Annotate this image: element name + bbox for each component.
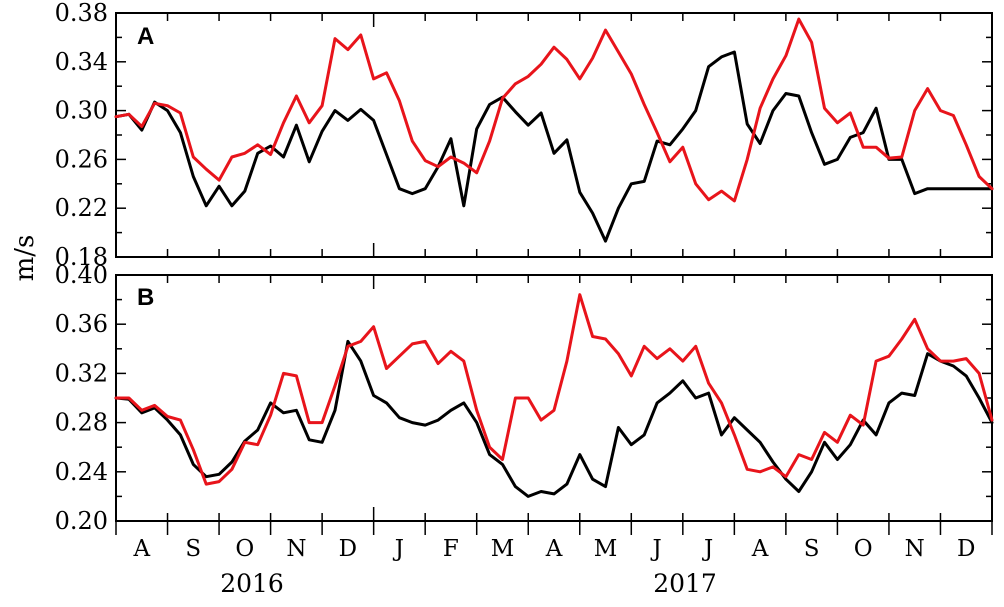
panel-a-ticks — [115, 12, 993, 258]
black-series-line-panel-b — [114, 339, 994, 498]
month-label: N — [905, 536, 925, 562]
panel-a-label: A — [137, 23, 154, 50]
month-label: F — [443, 536, 459, 562]
year-label-2017: 2017 — [653, 569, 717, 598]
y-tick-label: 0.20 — [55, 507, 108, 535]
month-label: D — [957, 536, 975, 562]
month-label: J — [650, 536, 661, 562]
month-label: O — [854, 536, 873, 562]
panel-b-label: B — [137, 284, 154, 311]
y-tick-label: 0.28 — [55, 409, 108, 437]
month-label: A — [132, 536, 150, 562]
black-series-line-panel-a — [114, 50, 994, 243]
panel-b-y-tick-labels: 0.20 0.24 0.28 0.32 0.36 0.40 — [55, 261, 108, 535]
panel-a: A 0.18 0.22 0.26 0.30 0.34 0.38 — [55, 0, 994, 271]
y-tick-label: 0.32 — [55, 359, 108, 387]
month-label: D — [339, 536, 357, 562]
y-tick-label: 0.30 — [55, 97, 108, 125]
y-tick-label: 0.34 — [55, 48, 108, 76]
month-label: M — [594, 536, 618, 562]
y-tick-label: 0.24 — [55, 458, 108, 486]
month-label: J — [702, 536, 713, 562]
y-tick-label: 0.22 — [55, 194, 108, 222]
month-label: A — [751, 536, 769, 562]
year-label-2016: 2016 — [220, 569, 284, 598]
y-axis-label: m/s — [10, 235, 40, 282]
y-tick-label: 0.18 — [55, 243, 108, 271]
month-label: S — [804, 536, 820, 562]
red-series-line-panel-a — [114, 17, 994, 203]
x-year-labels: 2016 2017 — [220, 569, 717, 598]
panel-a-y-tick-labels: 0.18 0.22 0.26 0.30 0.34 0.38 — [55, 0, 108, 271]
y-tick-label: 0.36 — [55, 310, 108, 338]
month-label: A — [545, 536, 563, 562]
y-tick-label: 0.38 — [55, 0, 108, 27]
y-tick-label: 0.40 — [55, 261, 108, 289]
month-label: S — [185, 536, 201, 562]
panel-b-ticks — [115, 274, 993, 535]
month-label: M — [491, 536, 515, 562]
month-label: J — [393, 536, 404, 562]
panel-b-frame — [115, 274, 993, 522]
red-series-line-panel-b — [114, 293, 994, 486]
panel-b: B 0.20 0.24 0.28 0.32 0.36 0.40 — [55, 261, 994, 535]
y-tick-label: 0.26 — [55, 145, 108, 173]
month-label: N — [286, 536, 306, 562]
month-label: O — [235, 536, 254, 562]
panel-b-series — [114, 293, 994, 498]
panel-a-series — [114, 17, 994, 243]
